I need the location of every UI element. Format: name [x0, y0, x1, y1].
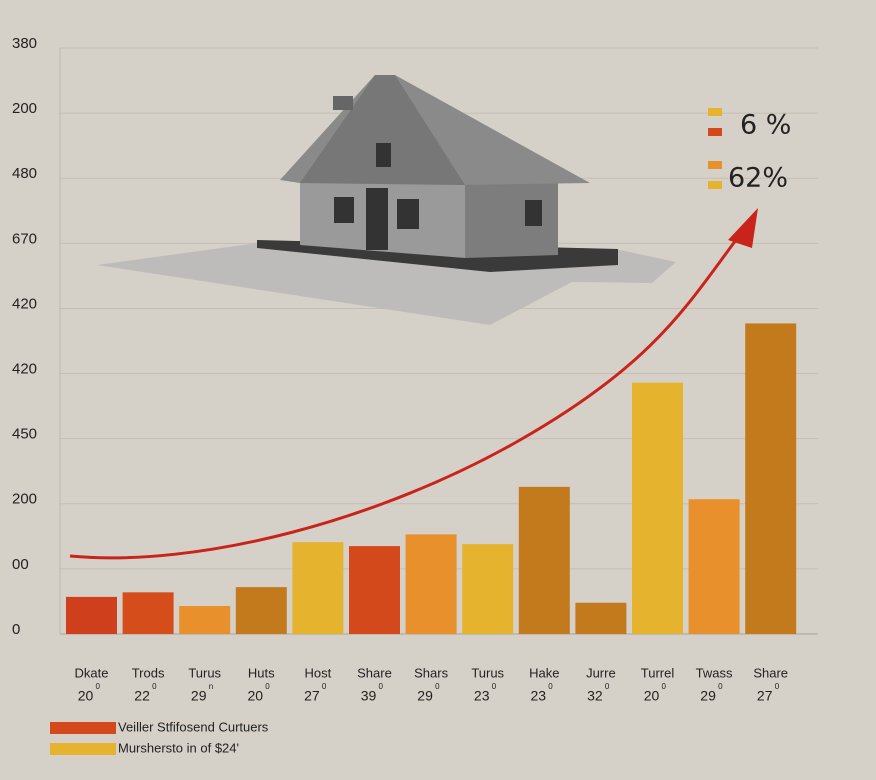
- x-sublabel-mark: 0: [265, 682, 270, 691]
- bar: [122, 592, 174, 634]
- x-sublabel-mark: n: [209, 682, 213, 691]
- x-sublabel: 20: [644, 688, 660, 704]
- bar: [462, 544, 514, 634]
- bar: [235, 587, 287, 634]
- annotation-swatch: [708, 181, 722, 189]
- bar: [688, 499, 740, 634]
- x-sublabel-mark: 0: [492, 682, 497, 691]
- annotation: 6 %: [740, 110, 791, 141]
- x-sublabel-mark: 0: [718, 682, 723, 691]
- y-tick-label: 480: [12, 165, 37, 182]
- bar: [349, 546, 400, 634]
- x-sublabel-mark: 0: [96, 682, 101, 691]
- y-tick-label: 200: [12, 100, 37, 117]
- legend-swatch: [50, 743, 116, 755]
- x-sublabel-mark: 0: [548, 682, 553, 691]
- arrow-head: [728, 208, 758, 248]
- x-sublabel: 32: [587, 688, 603, 704]
- x-sublabel-mark: 0: [435, 682, 440, 691]
- bar: [405, 534, 457, 634]
- annotation-swatch: [708, 128, 722, 136]
- bar: [745, 323, 797, 634]
- x-sublabel-mark: 0: [775, 682, 780, 691]
- x-sublabel: 23: [531, 688, 547, 704]
- x-tick-label: Host: [305, 665, 332, 680]
- x-tick-label: Turus: [188, 665, 221, 680]
- x-sublabel: 23: [474, 688, 490, 704]
- x-sublabel-mark: 0: [322, 682, 327, 691]
- bar: [518, 486, 570, 634]
- legend-label: Murshersto in of $24': [118, 740, 239, 755]
- x-sublabel: 29: [700, 688, 716, 704]
- annotation: 62%: [728, 163, 788, 194]
- y-tick-label: 200: [12, 491, 37, 508]
- x-tick-label: Turus: [471, 665, 504, 680]
- x-tick-label: Shars: [414, 665, 448, 680]
- x-sublabel: 27: [757, 688, 773, 704]
- x-tick-label: Share: [357, 665, 392, 680]
- x-tick-label: Jurre: [586, 665, 616, 680]
- x-tick-label: Hake: [529, 665, 559, 680]
- x-sublabel: 29: [417, 688, 433, 704]
- house-illustration: [97, 75, 676, 325]
- x-sublabel: 39: [361, 688, 377, 704]
- bar: [575, 602, 627, 634]
- x-tick-label: Share: [753, 665, 788, 680]
- bar: [292, 542, 344, 634]
- bar: [66, 596, 117, 634]
- y-tick-label: 670: [12, 230, 37, 247]
- y-tick-label: 0: [12, 621, 20, 638]
- y-tick-label: 420: [12, 361, 37, 378]
- legend-label: Veiller Stfifosend Curtuers: [118, 719, 269, 734]
- x-sublabel: 22: [134, 688, 150, 704]
- x-sublabel-mark: 0: [379, 682, 384, 691]
- y-tick-label: 380: [12, 35, 37, 52]
- bar: [179, 606, 231, 634]
- y-tick-label: 00: [12, 556, 29, 573]
- x-tick-label: Huts: [248, 665, 275, 680]
- bars: [66, 323, 797, 634]
- y-tick-label: 420: [12, 295, 37, 312]
- x-tick-label: Dkate: [75, 665, 109, 680]
- annotation-swatch: [708, 108, 722, 116]
- x-tick-label: Twass: [696, 665, 733, 680]
- x-tick-label: Trods: [132, 665, 165, 680]
- x-sublabel-mark: 0: [605, 682, 610, 691]
- bar: [632, 382, 683, 634]
- x-sublabel: 20: [248, 688, 264, 704]
- annotation-swatch: [708, 161, 722, 169]
- labels: 000200450420420670480200380Dkate200Trods…: [12, 35, 791, 755]
- x-sublabel: 29: [191, 688, 207, 704]
- x-sublabel-mark: 0: [662, 682, 667, 691]
- y-tick-label: 450: [12, 426, 37, 443]
- legend-swatch: [50, 722, 116, 734]
- x-sublabel: 27: [304, 688, 320, 704]
- x-sublabel: 20: [78, 688, 94, 704]
- trend-arrow: [69, 227, 747, 560]
- x-tick-label: Turrel: [641, 665, 675, 680]
- x-sublabel-mark: 0: [152, 682, 157, 691]
